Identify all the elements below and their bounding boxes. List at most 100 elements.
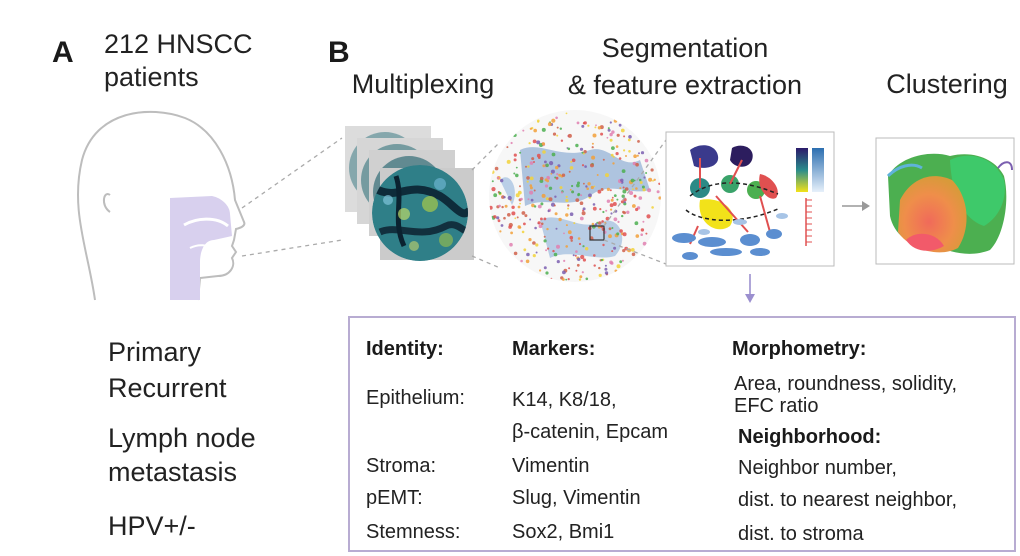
cell-dot (494, 166, 499, 171)
cell-dot (547, 247, 550, 250)
cell-dot (604, 267, 608, 271)
cell-dot (622, 232, 627, 237)
cell-dot (501, 205, 504, 209)
cell-dot (579, 201, 584, 205)
morphometry-line-2: EFC ratio (734, 395, 819, 417)
cell-dot (534, 226, 537, 230)
markers-epithelium-2: β-catenin, Epcam (512, 421, 669, 443)
cell-dot (611, 196, 614, 199)
cell-dot (575, 143, 579, 148)
zoom-lines-head (241, 137, 343, 257)
cell-dot (556, 260, 560, 264)
cell-dot (540, 202, 544, 206)
cell-dot (614, 269, 618, 273)
cell-dot (623, 201, 626, 204)
cell-dot (544, 160, 547, 164)
cell-dot (557, 164, 561, 168)
cell-dot (529, 186, 533, 190)
cell-dot (610, 212, 613, 215)
cell-dot (582, 245, 585, 248)
cell-dot (616, 232, 620, 236)
identity-stroma: Stroma: (366, 455, 437, 477)
cell-dot (612, 202, 617, 206)
cell-dot (629, 191, 634, 195)
cell-dot (491, 170, 495, 174)
cell-dot (520, 197, 523, 201)
cell-dot (554, 195, 557, 198)
throat-region (170, 196, 232, 300)
cell-dot (580, 254, 585, 260)
cell-dot (524, 214, 528, 218)
markers-epithelium-1: K14, K8/18, (512, 389, 617, 411)
cell-dot (556, 173, 559, 176)
cell-dot (527, 198, 530, 201)
cell-dot (592, 133, 597, 138)
cell-dot (558, 173, 562, 177)
cell-dot (574, 254, 577, 257)
cell-dot (531, 203, 535, 208)
cell-dot (640, 228, 645, 232)
cell-dot (529, 127, 533, 130)
arrow-to-table (745, 274, 755, 303)
cell-dot (523, 248, 527, 252)
cell-dot (518, 226, 522, 229)
cell-dot (602, 210, 605, 214)
step-multiplexing: Multiplexing (351, 69, 495, 99)
cell-dot (575, 269, 578, 272)
cell-dot (542, 164, 546, 168)
header-markers: Markers: (512, 338, 596, 360)
cell-dot (553, 252, 558, 257)
cell-dot (581, 151, 584, 154)
cell-dot (600, 132, 604, 136)
cell-dot (543, 266, 547, 270)
feature-panel (665, 131, 835, 267)
cell-dot (632, 204, 636, 208)
cell-dot (635, 187, 638, 190)
cell-dot (609, 121, 612, 124)
cell-dot (623, 149, 626, 152)
cell-dot (623, 135, 626, 138)
panel-letter-a: A (52, 36, 74, 69)
cell-dot (624, 187, 629, 191)
cell-dot (545, 163, 549, 168)
cell-dot (597, 126, 602, 130)
cell-dot (600, 188, 604, 191)
cell-dot (548, 186, 553, 190)
cell-dot (576, 263, 580, 267)
cell-dot (581, 164, 585, 167)
cell-dot (647, 188, 652, 193)
zoom-lines-stack (471, 141, 501, 269)
cell-dot (565, 224, 568, 227)
cell-dot (571, 184, 574, 188)
cell-dot (630, 178, 635, 183)
cell-dot (635, 162, 639, 167)
cell-dot (601, 220, 604, 223)
cell-dot (571, 158, 576, 163)
cell-dot (648, 177, 653, 182)
cell-dot (506, 159, 511, 164)
cell-dot (555, 116, 558, 120)
cell-dot (622, 189, 627, 194)
cell-dot (577, 192, 581, 196)
cell-dot (565, 112, 568, 115)
cell-dot (511, 205, 515, 209)
cell-dot (645, 172, 648, 174)
cell-dot (610, 208, 613, 211)
morphometry-line-1: Area, roundness, solidity, (734, 373, 958, 395)
cell-dot (522, 129, 525, 132)
cell-dot (609, 132, 613, 137)
cell-dot (605, 209, 608, 212)
sample-type-metastasis: metastasis (108, 457, 238, 487)
cell-dot (552, 132, 557, 136)
header-morphometry: Morphometry: (732, 338, 867, 360)
cell-dot (493, 215, 497, 219)
cell-dot (644, 158, 649, 163)
cell-dot (616, 133, 620, 137)
cell-dot (646, 214, 651, 219)
cell-dot (591, 146, 594, 149)
cell-dot (576, 121, 580, 125)
cell-dot (611, 130, 615, 134)
cell-dot (623, 202, 627, 206)
cell-dot (594, 223, 598, 226)
